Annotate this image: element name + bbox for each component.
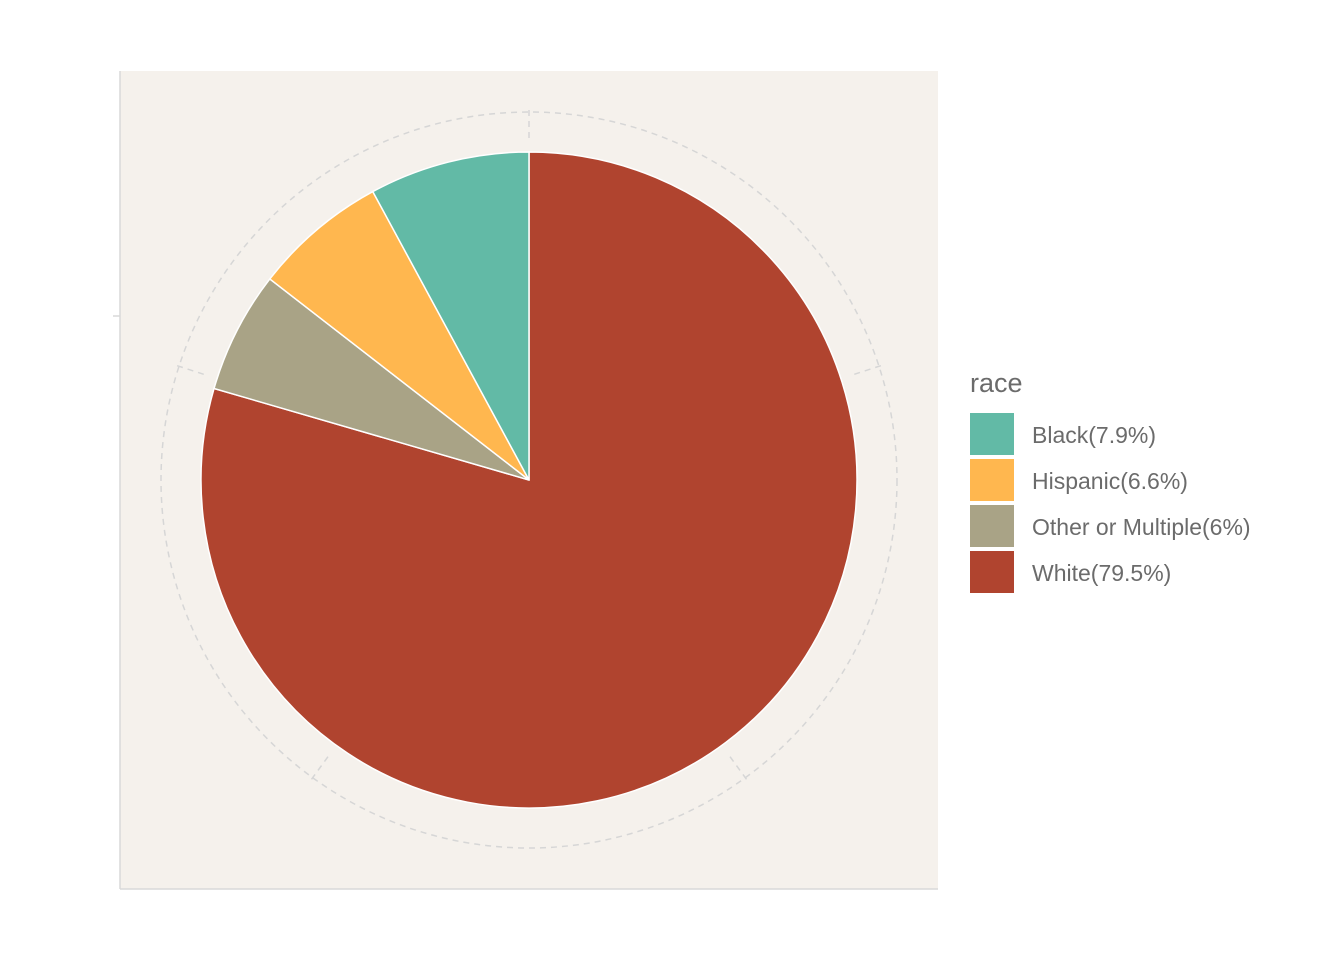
grid-spoke — [729, 756, 750, 784]
legend-key — [970, 413, 1014, 455]
legend-key — [970, 459, 1014, 501]
legend-label: Hispanic(6.6%) — [1032, 468, 1188, 494]
legend-title: race — [970, 368, 1023, 398]
grid-circle — [160, 111, 898, 849]
pie-slice-hispanic — [268, 190, 530, 481]
grid-spoke — [173, 363, 204, 376]
legend-label: White(79.5%) — [1032, 560, 1171, 586]
pie-slices — [200, 151, 858, 809]
legend-key — [970, 551, 1014, 593]
legend-label: Other or Multiple(6%) — [1032, 514, 1251, 540]
pie-slice-white — [200, 151, 858, 809]
polar-grid — [160, 106, 898, 849]
legend-label: Black(7.9%) — [1032, 422, 1156, 448]
legend: race Black(7.9%) Hispanic(6.6%) Other or M… — [970, 368, 1251, 593]
grid-spoke — [854, 363, 885, 376]
legend-key — [970, 505, 1014, 547]
pie-slice-other-or-multiple — [213, 277, 530, 481]
pie-slice-black — [371, 151, 530, 481]
grid-spoke — [308, 756, 329, 784]
